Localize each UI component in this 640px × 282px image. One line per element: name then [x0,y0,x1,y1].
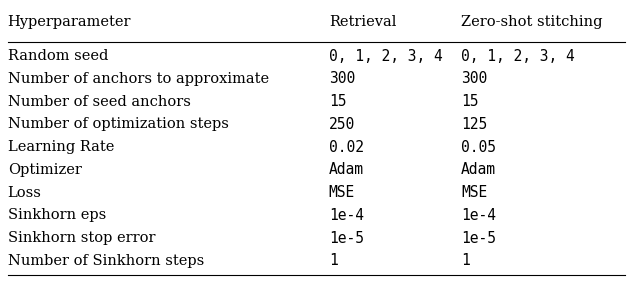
Text: Loss: Loss [8,186,42,200]
Text: Sinkhorn eps: Sinkhorn eps [8,208,106,222]
Text: 1e-4: 1e-4 [461,208,496,223]
Text: 1e-4: 1e-4 [329,208,364,223]
Text: Adam: Adam [329,162,364,177]
Text: 0.02: 0.02 [329,140,364,155]
Text: Number of Sinkhorn steps: Number of Sinkhorn steps [8,254,204,268]
Text: 1e-5: 1e-5 [329,231,364,246]
Text: Number of optimization steps: Number of optimization steps [8,117,228,131]
Text: Adam: Adam [461,162,496,177]
Text: Learning Rate: Learning Rate [8,140,114,154]
Text: 1e-5: 1e-5 [461,231,496,246]
Text: 300: 300 [329,71,355,86]
Text: 15: 15 [329,94,346,109]
Text: 125: 125 [461,117,487,132]
Text: Hyperparameter: Hyperparameter [8,15,131,29]
Text: 300: 300 [461,71,487,86]
Text: MSE: MSE [461,185,487,200]
Text: 1: 1 [461,253,470,268]
Text: 250: 250 [329,117,355,132]
Text: 1: 1 [329,253,337,268]
Text: Optimizer: Optimizer [8,163,81,177]
Text: MSE: MSE [329,185,355,200]
Text: Random seed: Random seed [8,49,108,63]
Text: 0, 1, 2, 3, 4: 0, 1, 2, 3, 4 [461,49,575,63]
Text: 0.05: 0.05 [461,140,496,155]
Text: 15: 15 [461,94,479,109]
Text: Number of seed anchors: Number of seed anchors [8,94,191,109]
Text: Number of anchors to approximate: Number of anchors to approximate [8,72,269,86]
Text: Sinkhorn stop error: Sinkhorn stop error [8,231,155,245]
Text: 0, 1, 2, 3, 4: 0, 1, 2, 3, 4 [329,49,442,63]
Text: Retrieval: Retrieval [329,15,396,29]
Text: Zero-shot stitching: Zero-shot stitching [461,15,602,29]
